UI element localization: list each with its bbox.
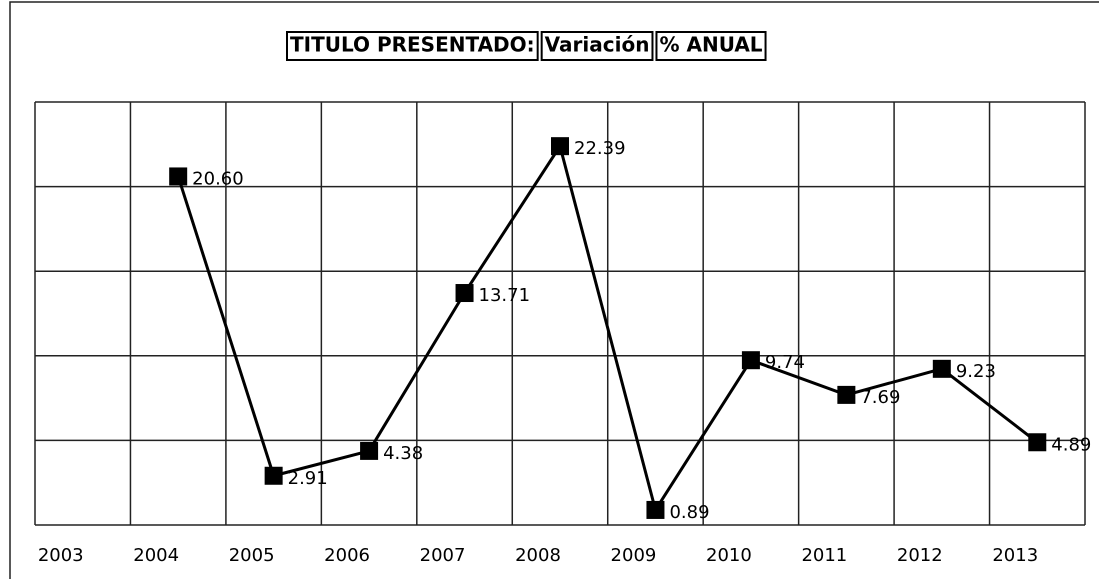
x-tick-label: 2006 bbox=[324, 545, 370, 566]
x-tick-label: 2004 bbox=[133, 545, 179, 566]
marker bbox=[932, 359, 951, 378]
data-label: 0.89 bbox=[669, 502, 709, 523]
marker bbox=[360, 441, 379, 460]
x-tick-label: 2007 bbox=[420, 545, 466, 566]
x-tick-label: 2009 bbox=[611, 545, 657, 566]
data-label: 9.74 bbox=[765, 352, 805, 373]
data-label: 2.91 bbox=[288, 468, 328, 489]
marker bbox=[837, 385, 856, 404]
line bbox=[176, 142, 1039, 514]
marker bbox=[741, 351, 760, 370]
marker bbox=[169, 167, 188, 186]
title-box bbox=[286, 31, 539, 61]
marker bbox=[551, 137, 569, 156]
marker bbox=[264, 466, 283, 485]
chart-title: TITULO PRESENTADO: Variación % ANUAL bbox=[286, 31, 767, 61]
title-box bbox=[540, 31, 654, 61]
x-tick-label: 2005 bbox=[229, 545, 275, 566]
title-part: % ANUAL bbox=[659, 33, 762, 57]
x-tick-label: 2013 bbox=[992, 545, 1038, 566]
data-label: 4.38 bbox=[383, 443, 423, 464]
x-tick-label: 2010 bbox=[706, 545, 752, 566]
data-label: 13.71 bbox=[479, 285, 531, 306]
title-box bbox=[655, 31, 767, 61]
x-tick-label: 2011 bbox=[801, 545, 847, 566]
title-part: TITULO PRESENTADO: bbox=[290, 33, 535, 57]
frame bbox=[9, 1, 1099, 579]
data-label: 20.60 bbox=[192, 168, 244, 189]
data-label: 9.23 bbox=[956, 361, 996, 382]
data-label: 7.69 bbox=[860, 387, 900, 408]
x-tick-label: 2003 bbox=[38, 545, 84, 566]
title-part: Variación bbox=[545, 33, 650, 57]
marker bbox=[1028, 433, 1047, 452]
data-label: 22.39 bbox=[574, 138, 626, 159]
x-tick-label: 2012 bbox=[897, 545, 943, 566]
data-label: 4.89 bbox=[1051, 434, 1091, 455]
marker bbox=[455, 284, 474, 303]
x-tick-label: 2008 bbox=[515, 545, 561, 566]
marker bbox=[646, 500, 665, 519]
